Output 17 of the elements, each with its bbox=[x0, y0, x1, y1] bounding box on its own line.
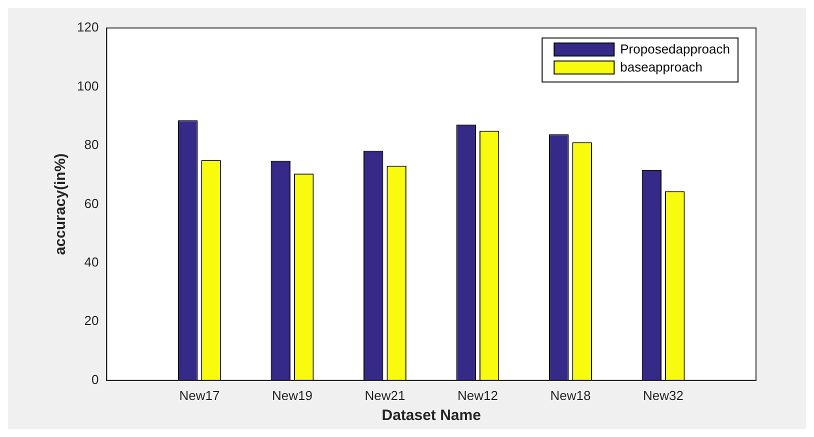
x-tick-label: New12 bbox=[457, 388, 498, 403]
y-axis-title: accuracy(in%) bbox=[52, 153, 70, 256]
y-tick-label: 60 bbox=[84, 196, 99, 211]
y-tick-label: 40 bbox=[84, 254, 99, 270]
x-tick-label: New17 bbox=[179, 388, 220, 403]
legend-label: baseapproach bbox=[620, 60, 703, 75]
x-tick-label: New19 bbox=[272, 388, 312, 403]
legend-label: Proposedapproach bbox=[620, 42, 730, 57]
y-tick-label: 80 bbox=[84, 137, 99, 152]
x-axis-title: Dataset Name bbox=[382, 407, 481, 424]
x-tick-label: New21 bbox=[364, 388, 406, 403]
y-tick-label: 120 bbox=[76, 20, 99, 35]
y-tick-label: 0 bbox=[91, 372, 99, 387]
y-tick-label: 100 bbox=[76, 78, 99, 94]
x-tick-label: New32 bbox=[643, 388, 684, 403]
x-tick-label: New18 bbox=[550, 388, 591, 403]
y-tick-label: 20 bbox=[84, 313, 99, 328]
